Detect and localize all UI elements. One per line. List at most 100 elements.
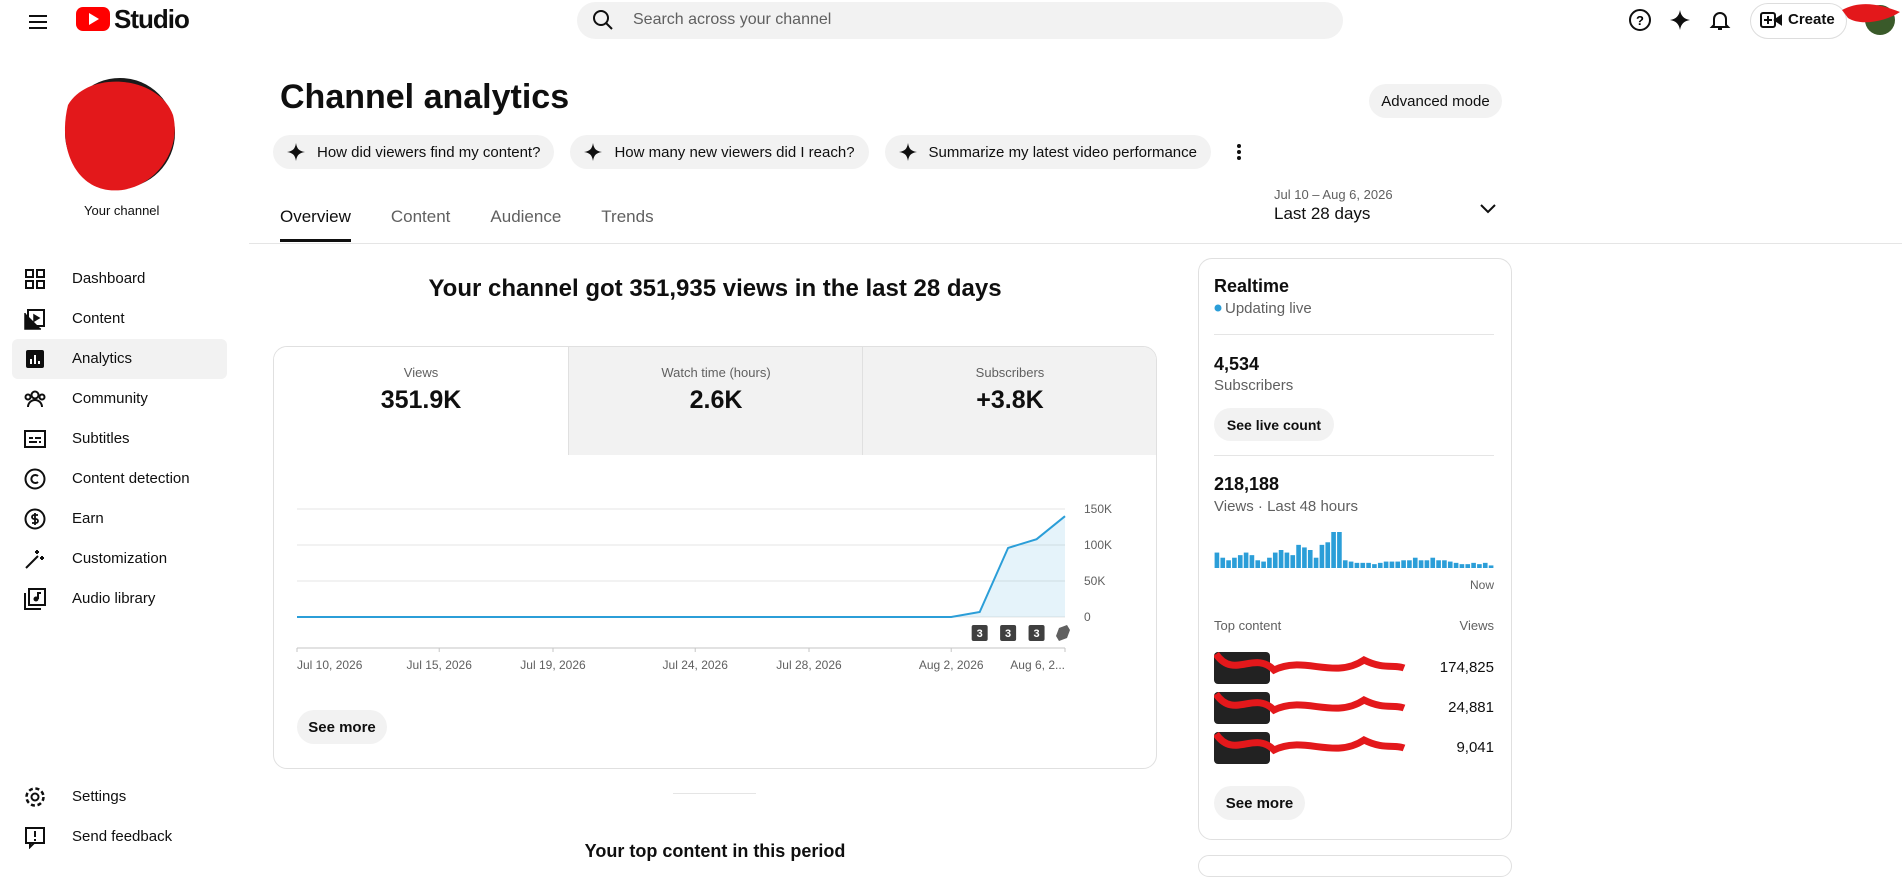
sparkle-icon	[287, 143, 305, 161]
content-thumbnail[interactable]	[1214, 690, 1484, 726]
nav-icon[interactable]	[23, 347, 47, 371]
nav-icon[interactable]	[23, 427, 47, 451]
y-tick-label: 150K	[1084, 502, 1112, 516]
nav-icon[interactable]	[23, 387, 47, 411]
tab[interactable]: Content	[390, 207, 451, 226]
menu-icon[interactable]	[26, 10, 50, 34]
see-more-button[interactable]: See more	[297, 710, 387, 744]
publish-marker-label: 3	[1005, 628, 1011, 640]
prompt-text: How many new viewers did I reach?	[614, 143, 855, 161]
nav-item[interactable]: Send feedback	[72, 828, 173, 845]
tab[interactable]: Overview	[280, 207, 351, 242]
bar	[1313, 557, 1319, 568]
channel-label[interactable]: Your channel	[84, 203, 160, 218]
tab[interactable]: Audience	[490, 207, 562, 226]
period[interactable]: Last 28 days	[1274, 204, 1371, 223]
bar	[1290, 555, 1296, 568]
bar	[1232, 557, 1237, 568]
metric-value: 351.9K	[380, 386, 462, 414]
metric-tab[interactable]: Subscribers +3.8K	[862, 347, 1156, 455]
ai-icon[interactable]	[1669, 9, 1691, 31]
bar	[1337, 532, 1342, 568]
period-dropdown[interactable]	[1477, 197, 1499, 219]
nav-icon[interactable]	[23, 307, 47, 331]
divider	[1214, 455, 1494, 456]
nav-item[interactable]: Settings	[72, 788, 127, 805]
bar	[1226, 560, 1231, 568]
account-avatar[interactable]	[1840, 0, 1902, 40]
nav-icon[interactable]	[23, 587, 47, 611]
headline: Your channel got 351,935 views in the la…	[428, 275, 1002, 302]
realtime-see-more[interactable]: See more	[1214, 786, 1305, 820]
help-icon[interactable]: ?	[1628, 8, 1652, 32]
nav-icon[interactable]	[23, 547, 47, 571]
overview-card: Views 351.9K Watch time (hours) 2.6K Subscri…	[273, 346, 1157, 769]
nav-item[interactable]: Content detection	[72, 470, 190, 487]
advanced-mode-button[interactable]: Advanced mode	[1369, 84, 1502, 118]
divider	[249, 243, 1902, 244]
notifications-icon[interactable]	[1708, 8, 1732, 32]
bar	[1436, 560, 1441, 568]
prompt-chip[interactable]: How many new viewers did I reach?	[570, 135, 869, 169]
content-thumbnail[interactable]	[1214, 650, 1484, 686]
y-tick-label: 100K	[1084, 538, 1112, 552]
nav-icon[interactable]	[23, 467, 47, 491]
nav-icon[interactable]	[23, 267, 47, 291]
bar	[1214, 552, 1220, 568]
create-button[interactable]	[1750, 3, 1847, 39]
content-thumbnail[interactable]	[1214, 730, 1484, 766]
nav-item[interactable]: Subtitles	[72, 430, 130, 447]
metric-label: Views	[403, 365, 439, 380]
x-tick-label: Jul 10, 2026	[297, 658, 363, 672]
logo-icon[interactable]	[75, 5, 111, 33]
logo-text[interactable]: Studio	[114, 4, 190, 34]
create-label[interactable]: Create	[1788, 11, 1835, 28]
nav-icon[interactable]	[23, 785, 47, 809]
create-icon	[1760, 12, 1782, 28]
date-range[interactable]: Jul 10 – Aug 6, 2026	[1274, 187, 1393, 202]
search-icon[interactable]	[591, 8, 615, 32]
bar	[1471, 562, 1476, 568]
sparkle-icon	[898, 143, 917, 161]
prompt-text: How did viewers find my content?	[317, 143, 541, 161]
views-count: 218,188	[1214, 474, 1280, 494]
bar	[1342, 560, 1348, 568]
publish-marker-label: 3	[1033, 628, 1039, 640]
nav-icon[interactable]	[23, 825, 47, 849]
subscriber-count: 4,534	[1214, 354, 1260, 374]
divider	[1214, 334, 1494, 335]
more-menu[interactable]	[1227, 140, 1251, 164]
bar	[1237, 555, 1243, 568]
x-tick-label: Aug 6, 2...	[1010, 658, 1065, 672]
nav-item[interactable]: Dashboard	[72, 270, 146, 287]
tab[interactable]: Trends	[601, 207, 654, 226]
search-box[interactable]	[577, 2, 1343, 39]
bar	[1220, 557, 1226, 568]
nav-item[interactable]: Audio library	[72, 590, 156, 607]
nav-item[interactable]: Community	[72, 390, 148, 407]
bar	[1243, 552, 1249, 568]
bar	[1296, 544, 1301, 568]
nav-item[interactable]: Customization	[72, 550, 168, 567]
bar	[1418, 560, 1424, 568]
nav-item[interactable]: Earn	[72, 510, 104, 527]
publish-marker	[971, 625, 988, 641]
prompt-chip[interactable]: Summarize my latest video performance	[884, 135, 1211, 169]
bar	[1272, 552, 1278, 568]
nav-item[interactable]: Analytics	[72, 350, 133, 367]
search-placeholder[interactable]: Search across your channel	[633, 11, 832, 28]
bar	[1383, 561, 1389, 568]
bar	[1453, 562, 1459, 568]
section-divider	[673, 793, 756, 794]
nav-item[interactable]: Content	[72, 310, 125, 327]
metric-tab[interactable]: Watch time (hours) 2.6K	[568, 347, 863, 455]
bar	[1348, 561, 1354, 568]
channel-avatar[interactable]	[58, 75, 182, 199]
live-count-button[interactable]: See live count	[1214, 408, 1334, 441]
prompt-chip[interactable]: How did viewers find my content?	[273, 135, 555, 169]
nav-icon[interactable]	[23, 507, 47, 531]
metric-tab[interactable]: Views 351.9K	[274, 347, 568, 455]
nav-active-bg	[12, 339, 227, 379]
bar	[1424, 560, 1430, 568]
